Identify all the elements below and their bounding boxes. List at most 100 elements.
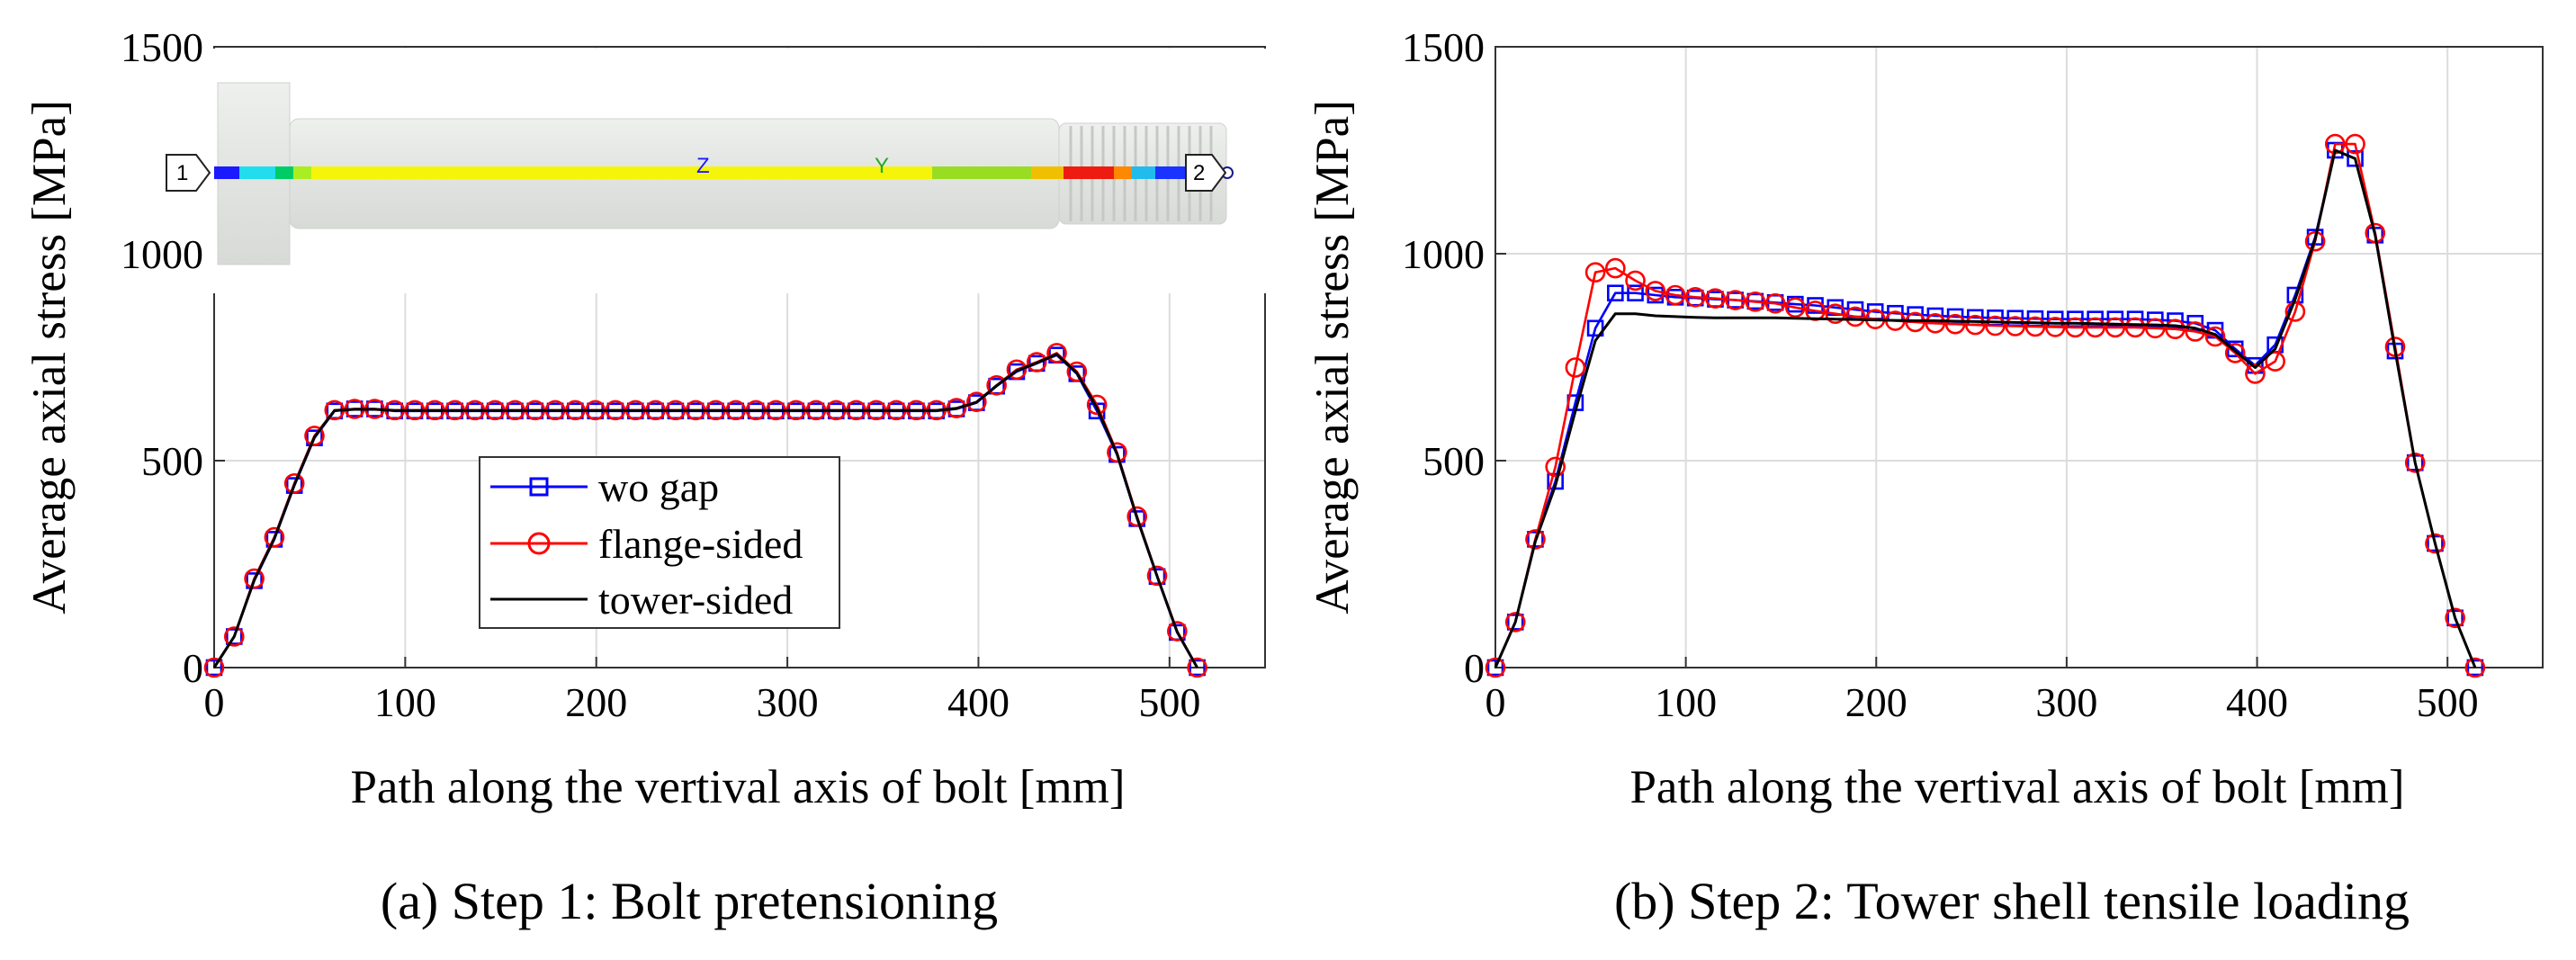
chart-a-series xyxy=(203,343,1207,678)
chart-a-point-flange-sided xyxy=(966,391,987,412)
chart-b-grid xyxy=(1494,46,2543,668)
chart-a-xtick-label: 500 xyxy=(1138,679,1200,725)
axis-z-label: Z xyxy=(696,154,710,178)
chart-b-point-flange-sided xyxy=(1545,456,1566,478)
chart-b-point-flange-sided xyxy=(1504,612,1526,633)
chart-b-point-flange-sided xyxy=(1745,292,1766,312)
chart-b-point-flange-sided xyxy=(1764,292,1786,314)
chart-b-axes-box xyxy=(1494,46,2544,668)
chart-a-point-flange-sided xyxy=(986,374,1007,396)
chart-a-xtick-label: 300 xyxy=(757,679,819,725)
contour-segment-blue-right xyxy=(1155,166,1186,179)
chart-b-xtick-label: 200 xyxy=(1845,679,1907,725)
chart-a-ytick-label: 1500 xyxy=(121,24,203,70)
contour-segment-yellow xyxy=(311,166,932,179)
chart-b-xtick-label: 500 xyxy=(2417,679,2479,725)
chart-a-point-flange-sided xyxy=(1126,506,1148,527)
chart-a-ytick-label: 1000 xyxy=(121,231,203,277)
chart-b-x-label: Path along the vertival axis of bolt [mm… xyxy=(1629,761,2404,813)
chart-b-point-flange-sided xyxy=(2404,452,2426,473)
chart-b-point-flange-sided xyxy=(2304,230,2326,252)
chart-b-point-flange-sided xyxy=(1725,290,1746,310)
chart-b-ytick-label: 1000 xyxy=(1402,231,1485,277)
chart-b-point-flange-sided xyxy=(1584,262,1606,283)
chart-b-point-flange-sided xyxy=(1985,315,2006,336)
chart-a-ytick-label: 0 xyxy=(183,645,203,691)
chart-b-xtick-label: 300 xyxy=(2035,679,2097,725)
chart-b-point-flange-sided xyxy=(2065,317,2086,338)
chart-a-point-flange-sided xyxy=(244,568,265,589)
chart-b-point-wo-gap xyxy=(2446,609,2464,627)
chart-a-point-flange-sided xyxy=(1167,621,1188,641)
chart-b-point-flange-sided xyxy=(2165,319,2186,340)
chart-b-point-flange-sided xyxy=(2044,317,2066,337)
chart-b-point-flange-sided xyxy=(2085,317,2105,338)
chart-a-point-flange-sided xyxy=(1046,343,1067,363)
chart-b-ytick-label: 1500 xyxy=(1402,24,1485,70)
chart-b-series xyxy=(1485,133,2486,678)
chart-b-point-flange-sided xyxy=(1605,257,1626,279)
chart-b-ytick-label: 500 xyxy=(1423,438,1485,484)
chart-b-point-flange-sided xyxy=(2145,318,2166,339)
chart-b-point-flange-sided xyxy=(1684,286,1706,308)
chart-a-xtick-label: 100 xyxy=(374,679,436,725)
contour-segment-cyan xyxy=(239,166,275,179)
chart-a-xtick-label: 400 xyxy=(947,679,1010,725)
path-start-label: 1 xyxy=(176,161,188,185)
chart-b-point-flange-sided xyxy=(2204,326,2226,347)
chart-b-point-flange-sided xyxy=(2224,343,2246,363)
chart-a-point-flange-sided xyxy=(223,626,245,647)
chart-b-point-flange-sided xyxy=(1925,312,1946,334)
contour-segment-orange xyxy=(1114,166,1132,179)
chart-b-series-line-wo-gap xyxy=(1494,148,2477,668)
chart-a-point-flange-sided xyxy=(1066,361,1088,382)
chart-b-point-flange-sided xyxy=(2345,133,2365,155)
chart-b-point-flange-sided xyxy=(1625,270,1646,292)
chart-b-point-flange-sided xyxy=(1665,284,1686,306)
legend-label-tower-sided: tower-sided xyxy=(598,577,793,623)
contour-segment-green xyxy=(275,166,293,179)
chart-b-point-flange-sided xyxy=(2105,317,2126,338)
bolt-contour-image: 1 2 Z Y xyxy=(166,49,1269,293)
chart-a-point-wo-gap xyxy=(1189,659,1206,677)
chart-a-point-flange-sided xyxy=(1006,359,1028,381)
chart-a-xtick-label: 200 xyxy=(565,679,627,725)
chart-b-point-wo-gap xyxy=(2347,149,2364,167)
chart-b-ticks: 0 100 200 300 400 500 0 500 1000 1500 xyxy=(1402,24,2479,725)
axis-y-label: Y xyxy=(875,154,889,178)
chart-b-point-flange-sided xyxy=(2464,657,2486,678)
chart-b-point-wo-gap xyxy=(2466,659,2484,677)
chart-b-point-flange-sided xyxy=(1485,657,1506,678)
chart-a-ytick-label: 500 xyxy=(141,438,203,484)
chart-b-point-flange-sided xyxy=(2124,317,2146,338)
path-end-marker xyxy=(1185,154,1227,192)
chart-b-point-wo-gap xyxy=(2427,534,2444,552)
chart-a-point-flange-sided xyxy=(1146,565,1168,587)
contour-segment-green-right xyxy=(932,166,1031,179)
chart-a-point-flange-sided xyxy=(264,526,285,548)
chart-b-point-flange-sided xyxy=(2005,316,2026,336)
chart-b-caption: (b) Step 2: Tower shell tensile loading xyxy=(1614,872,2410,930)
chart-b-point-wo-gap xyxy=(1627,284,1644,302)
chart-b-point-flange-sided xyxy=(1785,297,1806,319)
chart-step1: 0 100 200 300 400 500 0 500 1000 1500 1 xyxy=(23,24,1269,930)
chart-b-point-flange-sided xyxy=(1825,303,1846,325)
chart-a-x-label: Path along the vertival axis of bolt [mm… xyxy=(350,761,1125,813)
chart-b-point-flange-sided xyxy=(1965,314,1986,336)
chart-b-xtick-label: 400 xyxy=(2226,679,2288,725)
chart-b-point-flange-sided xyxy=(2024,316,2046,337)
chart-a-caption: (a) Step 1: Bolt pretensioning xyxy=(381,872,998,930)
chart-a-point-flange-sided xyxy=(203,657,225,678)
chart-step2: 0 100 200 300 400 500 0 500 1000 1500 Path along … xyxy=(1306,24,2544,930)
chart-b-series-line-flange-sided xyxy=(1494,142,2477,668)
legend-label-wo-gap: wo gap xyxy=(598,464,719,510)
legend-marker-flange-sided xyxy=(527,532,551,555)
contour-segment-cyan-right xyxy=(1132,166,1155,179)
chart-b-point-flange-sided xyxy=(1565,357,1586,378)
contour-segment-blue xyxy=(214,166,239,179)
chart-a-point-wo-gap xyxy=(205,659,223,677)
chart-b-point-flange-sided xyxy=(1705,288,1726,309)
chart-b-point-flange-sided xyxy=(2445,607,2465,629)
chart-b-y-label: Average axial stress [MPa] xyxy=(1306,100,1359,615)
